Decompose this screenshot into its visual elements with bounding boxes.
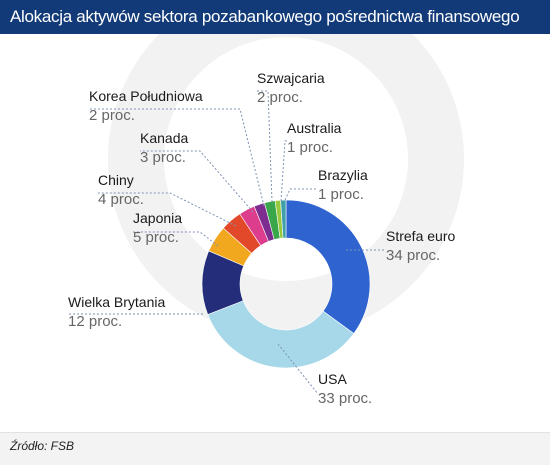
label-value-korea-poludniowa: 2 proc.: [89, 107, 135, 124]
watermark-ring: [108, 34, 464, 337]
label-value-strefa-euro: 34 proc.: [386, 247, 440, 264]
leader-line-usa: [277, 343, 319, 395]
watermark-logo: [108, 34, 464, 337]
leader-line-australia: [280, 140, 287, 202]
label-value-usa: 33 proc.: [318, 390, 372, 407]
label-name-strefa-euro: Strefa euro: [386, 228, 455, 244]
label-value-brazylia: 1 proc.: [318, 186, 364, 203]
slice-brazylia: [280, 199, 287, 239]
chart-title: Alokacja aktywów sektora pozabankowego p…: [10, 7, 520, 26]
title-bar: Alokacja aktywów sektora pozabankowego p…: [0, 0, 550, 34]
donut-slices: [201, 199, 371, 369]
leader-line-brazylia: [284, 188, 318, 201]
label-name-usa: USA: [318, 371, 347, 387]
slice-strefa-euro: [285, 199, 371, 335]
leader-line-chiny: [98, 192, 237, 227]
leader-line-korea-poludniowa: [89, 108, 265, 207]
label-name-wielka-brytania: Wielka Brytania: [68, 294, 165, 310]
label-name-japonia: Japonia: [133, 210, 182, 226]
slice-usa: [207, 300, 355, 369]
label-value-kanada: 3 proc.: [140, 149, 186, 166]
label-value-australia: 1 proc.: [287, 139, 333, 156]
label-value-wielka-brytania: 12 proc.: [68, 313, 122, 330]
label-name-szwajcaria: Szwajcaria: [257, 70, 325, 86]
source-note: Źródło: FSB: [10, 439, 75, 453]
label-value-chiny: 4 proc.: [98, 191, 144, 208]
leader-line-szwajcaria: [257, 90, 273, 203]
label-name-chiny: Chiny: [98, 172, 134, 188]
footer: Źródło: FSB: [0, 432, 550, 465]
leader-lines: [68, 90, 384, 395]
leader-line-kanada: [140, 150, 254, 213]
slice-labels: Strefa euro 34 proc. USA 33 proc. Wielka Bry…: [68, 70, 455, 407]
label-name-brazylia: Brazylia: [318, 167, 368, 183]
chart-area: Strefa euro 34 proc. USA 33 proc. Wielka Bry…: [0, 34, 550, 432]
label-name-kanada: Kanada: [140, 130, 188, 146]
label-value-szwajcaria: 2 proc.: [257, 89, 303, 106]
label-value-japonia: 5 proc.: [133, 229, 179, 246]
label-name-korea-poludniowa: Korea Południowa: [89, 88, 203, 104]
donut-chart: Strefa euro 34 proc. USA 33 proc. Wielka Bry…: [68, 34, 464, 407]
label-name-australia: Australia: [287, 120, 342, 136]
